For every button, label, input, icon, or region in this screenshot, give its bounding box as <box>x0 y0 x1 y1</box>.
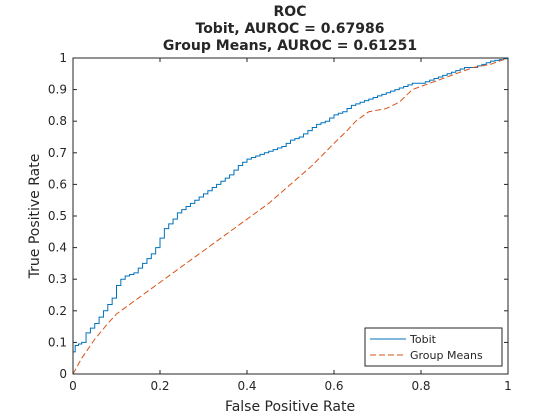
chart-title-line-1: ROC <box>274 4 307 20</box>
series-layer <box>72 57 509 375</box>
legend-box <box>364 327 503 367</box>
series-line-tobit <box>72 58 509 374</box>
legend-label-group-means: Group Means <box>410 349 483 362</box>
y-tick-label: 0.4 <box>48 241 67 255</box>
y-tick-label: 0.7 <box>48 146 67 160</box>
y-axis-label: True Positive Rate <box>27 154 43 280</box>
x-tick-label: 0.2 <box>150 379 169 393</box>
legend: Tobit Group Means <box>364 327 503 367</box>
plot-border <box>72 57 509 375</box>
x-tick-label: 0 <box>69 379 77 393</box>
y-tick-label: 0.3 <box>48 272 67 286</box>
x-tick-label: 1 <box>504 379 512 393</box>
chart-title-line-3: Group Means, AUROC = 0.61251 <box>163 38 417 54</box>
y-tick-label: 0.9 <box>48 83 67 97</box>
y-tick-label: 1 <box>59 51 67 65</box>
x-axis-label: False Positive Rate <box>225 399 355 415</box>
y-tick-label: 0.1 <box>48 335 67 349</box>
plot-area <box>73 58 508 374</box>
x-tick-label: 0.6 <box>324 379 343 393</box>
chart-title-line-2: Tobit, AUROC = 0.67986 <box>196 21 385 37</box>
y-tick-label: 0.6 <box>48 177 67 191</box>
y-tick-label: 0.8 <box>48 114 67 128</box>
x-tick-label: 0.8 <box>411 379 430 393</box>
y-tick-label: 0.5 <box>48 209 67 223</box>
legend-label-tobit: Tobit <box>409 333 437 346</box>
x-tick-label: 0.4 <box>237 379 256 393</box>
series-line-group-means <box>72 57 509 375</box>
y-tick-label: 0.2 <box>48 304 67 318</box>
y-tick-label: 0 <box>59 367 67 381</box>
